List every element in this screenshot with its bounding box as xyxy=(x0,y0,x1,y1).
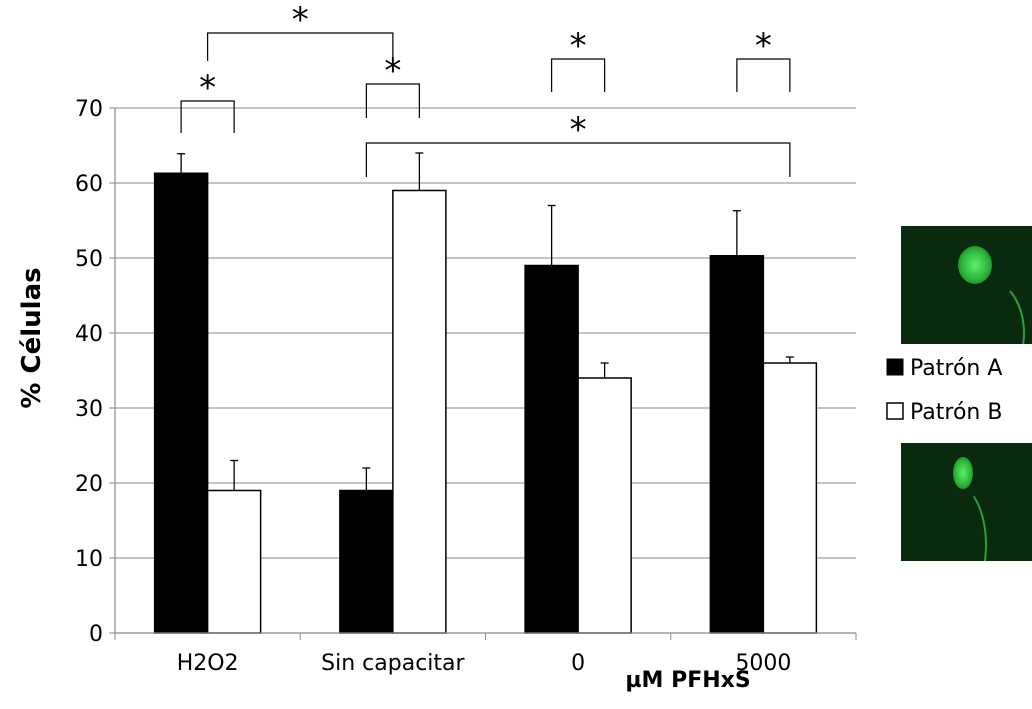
significance-star: * xyxy=(755,26,772,66)
y-axis-label: % Células xyxy=(17,267,47,408)
y-tick-label: 40 xyxy=(75,322,103,347)
significance-bracket xyxy=(180,100,235,133)
significance-bracket xyxy=(365,83,420,118)
bar-patron-b xyxy=(206,489,262,634)
x-category-label: H2O2 xyxy=(177,651,239,676)
bar-patron-b xyxy=(577,377,632,634)
y-tick-label: 50 xyxy=(75,247,103,272)
bar-patron-a xyxy=(339,489,394,634)
x-category-label: Sin capacitar xyxy=(321,651,465,676)
y-tick-label: 60 xyxy=(75,172,103,197)
legend-swatch-patron-b xyxy=(886,402,904,420)
sperm-tail-b xyxy=(923,483,987,561)
legend-swatch-patron-a xyxy=(886,358,904,376)
bar-patron-a xyxy=(709,255,765,634)
y-tick-label: 20 xyxy=(75,472,103,497)
y-tick-label: 10 xyxy=(75,547,103,572)
significance-bracket xyxy=(365,142,791,177)
significance-bracket xyxy=(207,32,394,61)
bar-patron-a xyxy=(524,264,579,634)
significance-star: * xyxy=(199,68,216,108)
legend-label-patron-a: Patrón A xyxy=(910,356,1002,381)
significance-star: * xyxy=(570,26,587,66)
significance-star: * xyxy=(384,51,401,91)
significance-bracket xyxy=(551,58,606,92)
x-axis-label: µM PFHxS xyxy=(625,668,750,693)
significance-star: * xyxy=(292,0,309,40)
sperm-pattern-a-micrograph xyxy=(901,226,1032,344)
significance-bracket xyxy=(736,58,791,92)
x-category-label: 0 xyxy=(571,651,585,676)
bar-patron-b xyxy=(762,362,818,634)
sperm-tail-a xyxy=(941,276,1025,344)
bar-patron-b xyxy=(392,189,447,634)
bar-patron-a xyxy=(153,172,209,634)
sperm-head-b xyxy=(953,457,973,489)
x-category-label: 5000 xyxy=(735,651,791,676)
axis-layer: 0 10 20 30 40 50 60 70 H2O2 Sin capacitar 0 5000 xyxy=(75,97,857,676)
sperm-pattern-b-micrograph xyxy=(901,443,1032,561)
y-tick-label: 30 xyxy=(75,397,103,422)
significance-layer: * * * * * * xyxy=(180,0,791,177)
significance-star: * xyxy=(570,110,587,150)
y-tick-label: 0 xyxy=(89,622,103,647)
legend-label-patron-b: Patrón B xyxy=(910,400,1002,425)
bars-layer xyxy=(153,152,818,634)
y-tick-label: 70 xyxy=(75,97,103,122)
legend: Patrón A Patrón B xyxy=(886,356,1002,425)
grid-layer xyxy=(115,107,856,559)
